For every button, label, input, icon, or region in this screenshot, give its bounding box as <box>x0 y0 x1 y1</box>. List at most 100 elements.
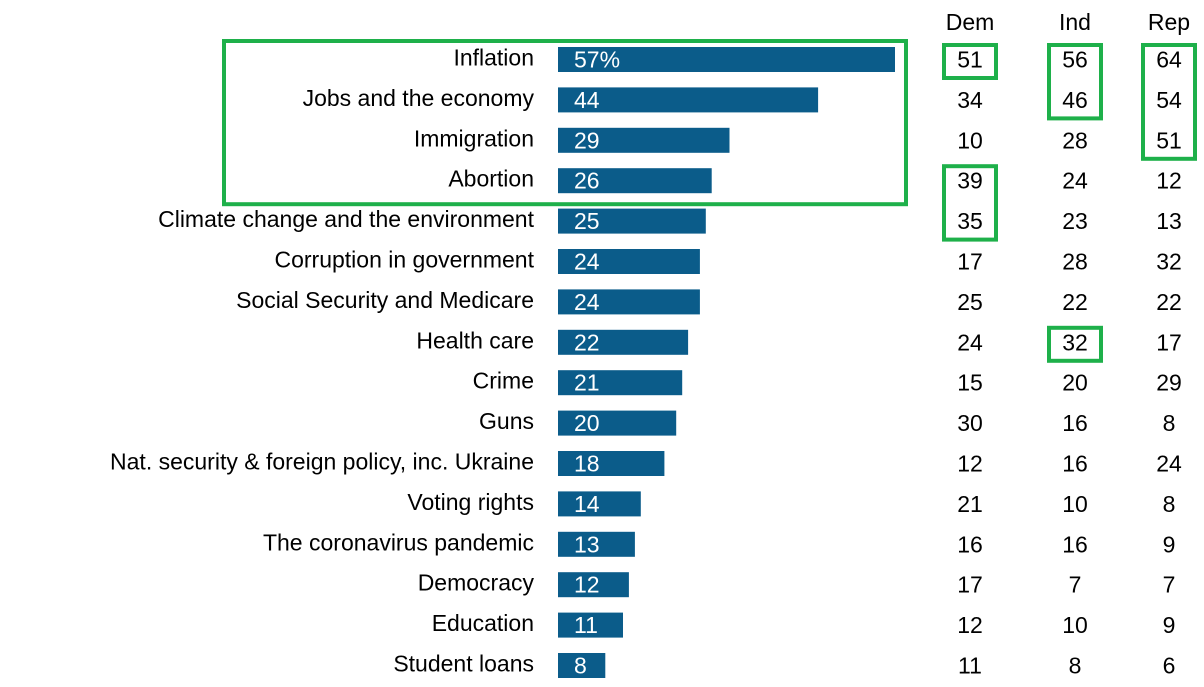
table-cell: 7 <box>1163 572 1176 598</box>
bar <box>558 208 706 234</box>
bar-value-label: 24 <box>574 249 600 275</box>
bar <box>558 491 641 517</box>
category-label: Guns <box>479 408 534 434</box>
table-cell: 9 <box>1163 531 1176 557</box>
category-label: The coronavirus pandemic <box>263 529 534 555</box>
table-cell: 11 <box>958 653 982 679</box>
table-cell: 17 <box>957 572 983 598</box>
bar <box>558 370 683 396</box>
table-cell: 22 <box>1156 289 1182 315</box>
table-cell: 16 <box>1062 410 1088 436</box>
bar-value-label: 18 <box>574 451 600 477</box>
bar-value-label: 21 <box>574 370 600 396</box>
bar <box>558 289 700 315</box>
table-cell: 8 <box>1163 491 1176 517</box>
table-cell: 32 <box>1156 249 1182 275</box>
category-label: Student loans <box>393 651 534 677</box>
highlight-box-rep <box>1141 43 1197 161</box>
category-label: Corruption in government <box>274 247 534 273</box>
table-cell: 24 <box>1156 451 1182 477</box>
column-header-ind: Ind <box>1059 9 1091 35</box>
bar-value-label: 44 <box>574 87 600 113</box>
category-label: Inflation <box>453 45 534 71</box>
table-cell: 56 <box>1062 47 1088 73</box>
bar <box>558 653 606 678</box>
bar-value-label: 13 <box>574 531 600 557</box>
category-label: Nat. security & foreign policy, inc. Ukr… <box>110 449 534 475</box>
bar-value-label: 20 <box>574 410 600 436</box>
party-table: Dem Ind Rep 51 56 64 34 46 54 10 28 51 39 24 12 35 23 13 1… <box>946 9 1190 679</box>
category-label: Education <box>432 610 534 636</box>
column-header-dem: Dem <box>946 9 995 35</box>
table-cell: 10 <box>957 127 983 153</box>
table-cell: 32 <box>1062 329 1088 355</box>
table-cell: 15 <box>957 370 983 396</box>
highlight-box-top-issues <box>222 39 908 207</box>
table-cell: 16 <box>1062 451 1088 477</box>
table-cell: 51 <box>1156 127 1182 153</box>
category-label: Health care <box>416 327 534 353</box>
category-label: Abortion <box>448 166 534 192</box>
table-cell: 17 <box>957 249 983 275</box>
category-label: Jobs and the economy <box>303 85 535 111</box>
table-cell: 20 <box>1062 370 1088 396</box>
bar-value-label: 25 <box>574 208 600 234</box>
table-cell: 16 <box>957 531 983 557</box>
table-cell: 54 <box>1156 87 1182 113</box>
bar-value-label: 29 <box>574 127 600 153</box>
table-cell: 22 <box>1062 289 1088 315</box>
table-cell: 64 <box>1156 47 1182 73</box>
bar-value-label: 57% <box>574 47 620 73</box>
table-cell: 9 <box>1163 612 1176 638</box>
table-cell: 13 <box>1156 208 1182 234</box>
bar <box>558 531 635 557</box>
table-cell: 17 <box>1156 329 1182 355</box>
bar-value-label: 8 <box>574 653 587 679</box>
table-cell: 46 <box>1062 87 1088 113</box>
bar <box>558 329 689 355</box>
bar <box>558 572 629 598</box>
bar <box>558 410 677 436</box>
bar-value-label: 14 <box>574 491 600 517</box>
bar <box>558 47 895 72</box>
table-cell: 34 <box>957 87 983 113</box>
table-cell: 7 <box>1069 572 1082 598</box>
bar <box>558 451 665 476</box>
bar-value-label: 11 <box>574 612 598 638</box>
table-cell: 25 <box>957 289 983 315</box>
table-cell: 12 <box>1156 168 1182 194</box>
highlight-box-ind <box>1047 43 1103 121</box>
bar-value-label: 12 <box>574 572 600 598</box>
category-label: Crime <box>473 368 534 394</box>
category-label: Immigration <box>414 125 534 151</box>
bar <box>558 168 712 194</box>
bar <box>558 612 623 638</box>
table-cell: 23 <box>1062 208 1088 234</box>
table-cell: 29 <box>1156 370 1182 396</box>
table-cell: 21 <box>957 491 983 517</box>
table-cell: 39 <box>957 168 983 194</box>
bar <box>558 249 700 274</box>
table-cell: 8 <box>1069 653 1082 679</box>
bars-layer: Inflation 57% Jobs and the economy 44 Immigr… <box>110 45 895 679</box>
table-cell: 51 <box>957 47 983 73</box>
table-cell: 24 <box>1062 168 1088 194</box>
bar <box>558 127 730 153</box>
bar <box>558 87 819 113</box>
category-label: Climate change and the environment <box>158 206 535 232</box>
table-cell: 30 <box>957 410 983 436</box>
column-header-rep: Rep <box>1148 9 1190 35</box>
table-cell: 24 <box>957 329 983 355</box>
highlight-box-ind <box>1047 325 1103 363</box>
table-cell: 16 <box>1062 531 1088 557</box>
table-cell: 10 <box>1062 491 1088 517</box>
table-cell: 28 <box>1062 127 1088 153</box>
table-cell: 10 <box>1062 612 1088 638</box>
category-label: Voting rights <box>407 489 534 515</box>
highlight-box-dem <box>942 164 998 242</box>
highlight-boxes <box>222 39 1197 363</box>
bar-value-label: 22 <box>574 329 600 355</box>
highlight-box-dem <box>942 43 998 80</box>
table-cell: 8 <box>1163 410 1176 436</box>
